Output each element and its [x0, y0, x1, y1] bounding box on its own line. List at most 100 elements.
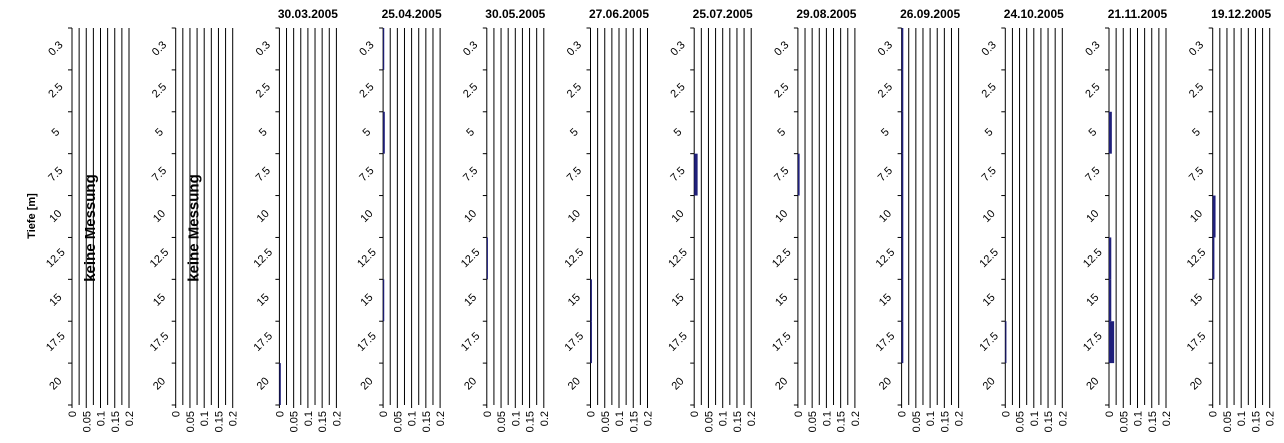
y-tick-label: 12.5: [355, 246, 379, 270]
x-tick-label: 0.1: [96, 411, 108, 426]
x-tick-label: 0.15: [1147, 411, 1159, 432]
x-tick-label: 0.05: [185, 411, 197, 432]
data-bar: [1109, 112, 1112, 154]
y-tick-label: 12.5: [251, 246, 275, 270]
y-tick-label: 20: [358, 375, 375, 392]
data-bar: [902, 112, 904, 154]
y-tick-label: 0.3: [461, 39, 480, 58]
y-tick-label: 5: [879, 126, 892, 139]
y-tick-label: 7.5: [1083, 165, 1102, 184]
y-tick-label: 10: [462, 208, 479, 225]
x-tick-label: 0.05: [392, 411, 404, 432]
y-tick-label: 5: [153, 126, 166, 139]
data-bar: [798, 154, 800, 196]
y-tick-label: 17.5: [977, 330, 1001, 354]
y-tick-label: 5: [1190, 126, 1203, 139]
y-tick-label: 10: [1084, 208, 1101, 225]
x-tick-label: 0.1: [925, 411, 937, 426]
panel-title: 21.11.2005: [1108, 7, 1168, 21]
y-tick-label: 17.5: [1081, 330, 1105, 354]
y-tick-label: 17.5: [148, 330, 172, 354]
panel-title: 26.09.2005: [900, 7, 960, 21]
panel-title: 30.03.2005: [278, 7, 338, 21]
panel-1: 0.3 2.5 5 7.5 10 12.5 15 17.5 20 0 0.05 0.1 0.15 0.2 k…: [44, 28, 136, 432]
data-bar: [1109, 237, 1111, 279]
y-tick-label: 15: [877, 292, 894, 309]
y-tick-label: 7.5: [565, 165, 584, 184]
y-tick-label: 2.5: [772, 81, 791, 100]
y-tick-label: 2.5: [1187, 81, 1206, 100]
y-tick-label: 7.5: [461, 165, 480, 184]
y-tick-label: 12.5: [874, 246, 898, 270]
x-tick-label: 0.15: [836, 411, 848, 432]
y-tick-label: 7.5: [46, 165, 65, 184]
panel-title: 19.12.2005: [1211, 7, 1271, 21]
panel-title: 25.04.2005: [382, 7, 442, 21]
y-tick-label: 10: [47, 208, 64, 225]
y-tick-label: 5: [49, 126, 62, 139]
y-tick-label: 0.3: [1083, 39, 1102, 58]
y-tick-label: 20: [462, 375, 479, 392]
y-tick-label: 20: [773, 375, 790, 392]
y-tick-label: 7.5: [980, 165, 999, 184]
y-tick-label: 10: [877, 208, 894, 225]
x-tick-label: 0: [1208, 411, 1220, 417]
y-axis-label: Tiefe [m]: [26, 193, 38, 239]
data-bar: [1213, 237, 1215, 279]
panel-title: 24.10.2005: [1004, 7, 1064, 21]
y-tick-label: 2.5: [668, 81, 687, 100]
y-tick-label: 7.5: [668, 165, 687, 184]
x-tick-label: 0.15: [732, 411, 744, 432]
y-tick-label: 0.3: [46, 39, 65, 58]
data-bar: [902, 196, 904, 238]
y-tick-label: 17.5: [770, 330, 794, 354]
x-tick-label: 0.05: [289, 411, 301, 432]
y-tick-label: 5: [257, 126, 270, 139]
x-tick-label: 0.2: [954, 411, 966, 426]
x-tick-label: 0.1: [199, 411, 211, 426]
x-tick-label: 0: [274, 411, 286, 417]
y-tick-label: 12.5: [44, 246, 68, 270]
panel-title: 29.08.2005: [796, 7, 856, 21]
y-tick-label: 7.5: [254, 165, 273, 184]
x-tick-label: 0.05: [81, 411, 93, 432]
x-tick-label: 0.1: [1236, 411, 1248, 426]
y-tick-label: 17.5: [44, 330, 68, 354]
data-bar: [1005, 321, 1006, 363]
y-tick-label: 7.5: [1187, 165, 1206, 184]
data-bar: [694, 154, 697, 196]
y-tick-label: 20: [151, 375, 168, 392]
data-bar: [383, 112, 385, 154]
y-tick-label: 20: [1188, 375, 1205, 392]
y-tick-label: 20: [566, 375, 583, 392]
x-tick-label: 0: [897, 411, 909, 417]
y-tick-label: 12.5: [977, 246, 1001, 270]
x-tick-label: 0: [482, 411, 494, 417]
y-tick-label: 0.3: [772, 39, 791, 58]
y-tick-label: 5: [1086, 126, 1099, 139]
y-tick-label: 2.5: [876, 81, 895, 100]
y-tick-label: 20: [877, 375, 894, 392]
data-bar: [902, 237, 904, 279]
y-tick-label: 17.5: [874, 330, 898, 354]
y-tick-label: 0.3: [980, 39, 999, 58]
y-tick-label: 15: [151, 292, 168, 309]
y-tick-label: 20: [1084, 375, 1101, 392]
y-tick-label: 7.5: [150, 165, 169, 184]
x-tick-label: 0.15: [213, 411, 225, 432]
x-tick-label: 0.15: [1043, 411, 1055, 432]
y-tick-label: 2.5: [565, 81, 584, 100]
x-tick-label: 0.05: [600, 411, 612, 432]
y-tick-label: 17.5: [459, 330, 483, 354]
y-tick-label: 15: [1084, 292, 1101, 309]
y-tick-label: 20: [981, 375, 998, 392]
y-tick-label: 5: [983, 126, 996, 139]
y-tick-label: 17.5: [563, 330, 587, 354]
y-tick-label: 7.5: [357, 165, 376, 184]
